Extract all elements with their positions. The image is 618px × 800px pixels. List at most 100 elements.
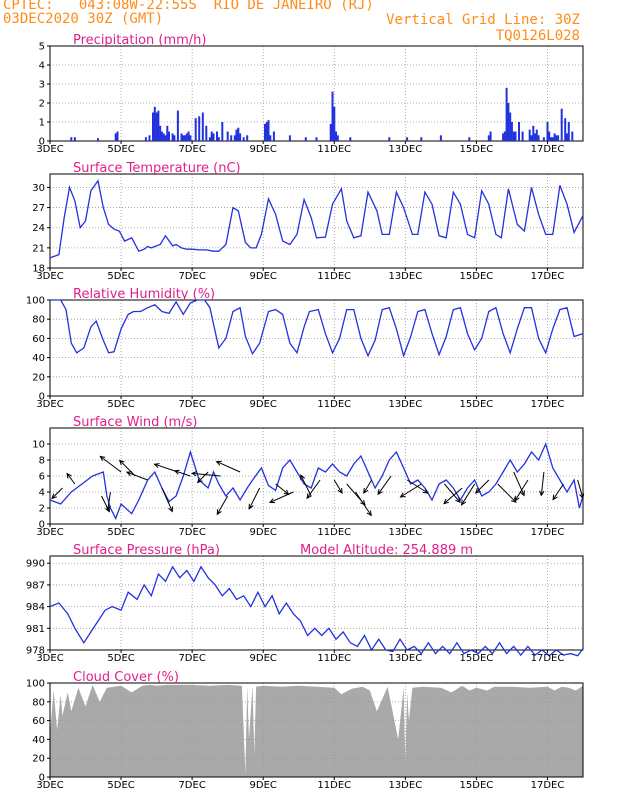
y-tick-label: 5: [39, 42, 45, 53]
precip-bar: [510, 122, 513, 141]
precip-bar: [272, 131, 275, 141]
wind-vector-shaft: [248, 487, 261, 510]
wind-line: [49, 442, 584, 521]
precip-bar: [269, 135, 272, 141]
precip-bar: [157, 110, 160, 141]
precip-bar: [144, 137, 147, 141]
precip-bar: [162, 133, 165, 141]
wind-vector: [333, 479, 343, 494]
wind-vector: [306, 479, 321, 500]
cloud-cover-area: [50, 684, 583, 777]
y-tick-label: 978: [26, 646, 45, 657]
wind-vector: [190, 471, 221, 477]
x-tick-label: 3DEC: [36, 780, 63, 791]
wind-panel: [47, 427, 585, 527]
precip-bar: [509, 112, 512, 141]
wind-vector: [444, 483, 461, 504]
wind-vector-head: [579, 493, 585, 500]
wind-vector-shaft: [99, 455, 122, 473]
wind-vector-shaft: [216, 495, 229, 515]
x-tick-label: 9DEC: [250, 144, 277, 155]
precip-panel: [47, 45, 584, 144]
y-tick-label: 40: [32, 735, 45, 746]
y-tick-label: 4: [39, 61, 45, 72]
x-tick-label: 5DEC: [107, 527, 134, 538]
wind-vector: [497, 483, 517, 504]
x-tick-label: 15DEC: [460, 780, 494, 791]
precip-bar: [264, 123, 266, 141]
x-tick-label: 9DEC: [250, 653, 277, 664]
wind-vector-head: [66, 472, 72, 479]
y-tick-label: 6: [39, 472, 45, 483]
precip-bar: [564, 118, 567, 141]
x-tick-label: 3DEC: [36, 527, 63, 538]
wind-vector-head: [99, 455, 106, 462]
x-tick-label: 5DEC: [107, 780, 134, 791]
x-tick-label: 15DEC: [460, 399, 494, 410]
precip-bar: [70, 137, 73, 141]
precip-title: Precipitation (mm/h): [73, 33, 206, 48]
precip-bar: [537, 135, 540, 141]
x-tick-label: 17DEC: [531, 527, 565, 538]
wind-vector-shaft: [552, 483, 564, 500]
precip-bar: [187, 131, 190, 141]
wind-vector: [275, 483, 290, 496]
precip-bar: [331, 91, 334, 141]
y-tick-label: 24: [32, 223, 45, 234]
precip-bar: [226, 131, 229, 141]
wind-vector-shaft: [333, 479, 343, 494]
x-tick-label: 7DEC: [178, 527, 205, 538]
precip-bar: [184, 135, 186, 141]
precip-bar: [230, 135, 233, 141]
precip-bar: [208, 137, 211, 141]
x-tick-label: 5DEC: [107, 271, 134, 282]
precip-bar: [560, 108, 563, 141]
precip-bar: [180, 133, 183, 141]
precip-bar: [164, 135, 167, 141]
y-tick-label: 80: [32, 315, 45, 326]
wind-vector-shaft: [191, 472, 221, 477]
precip-bar: [518, 122, 520, 141]
x-tick-label: 13DEC: [388, 271, 422, 282]
rh-panel: [47, 299, 584, 399]
precip-bar: [198, 116, 201, 141]
wind-vector: [161, 487, 173, 513]
wind-vector: [363, 479, 373, 494]
y-tick-label: 0: [39, 137, 45, 148]
wind-vector-head: [422, 488, 429, 494]
wind-vector-head: [514, 495, 520, 502]
wind-vector-shaft: [174, 470, 191, 477]
precip-bar: [97, 138, 99, 141]
y-tick-label: 2: [39, 504, 45, 515]
wind-vector: [216, 495, 229, 516]
wind-vector-shaft: [475, 479, 490, 494]
wind-vector-shaft: [443, 487, 463, 504]
wind-vector-head: [399, 492, 406, 498]
precip-bar: [205, 125, 208, 141]
y-tick-label: 60: [32, 716, 45, 727]
precip-bar: [288, 135, 291, 141]
wind-vector-head: [366, 510, 372, 517]
precip-bar: [265, 122, 268, 141]
wind-vector: [443, 487, 463, 505]
precip-bar: [242, 137, 245, 141]
panel-frame: [49, 299, 584, 397]
wind-vector-shaft: [497, 483, 517, 503]
wind-vector-head: [168, 506, 173, 513]
temp-panel: [47, 173, 584, 271]
precip-bar: [152, 112, 154, 141]
precip-bar: [216, 131, 218, 141]
wind-vector: [99, 455, 122, 473]
temp-line: [49, 179, 584, 259]
wind-vector-head: [125, 471, 132, 477]
precip-bar: [502, 133, 505, 141]
x-tick-label: 11DEC: [317, 271, 351, 282]
precip-bar: [550, 137, 552, 141]
precip-bar: [530, 135, 533, 141]
y-tick-label: 27: [32, 203, 45, 214]
wind-vector-shaft: [51, 487, 63, 499]
x-tick-label: 15DEC: [460, 271, 494, 282]
x-tick-label: 7DEC: [178, 271, 205, 282]
precip-bar: [514, 131, 517, 141]
